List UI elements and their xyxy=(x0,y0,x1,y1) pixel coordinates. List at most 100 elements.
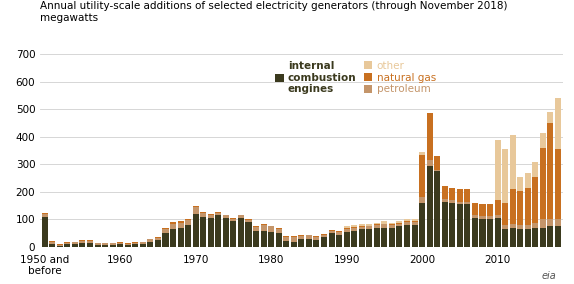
Bar xyxy=(208,218,214,247)
Bar xyxy=(42,214,48,217)
Bar xyxy=(479,216,486,220)
Bar xyxy=(540,220,546,228)
Bar xyxy=(223,215,229,218)
Bar xyxy=(291,236,297,237)
Bar xyxy=(72,242,78,244)
Bar xyxy=(487,216,493,220)
Bar xyxy=(359,227,364,229)
Bar xyxy=(79,240,86,241)
Bar xyxy=(132,243,138,244)
Bar xyxy=(525,225,531,229)
Bar xyxy=(434,170,440,171)
Bar xyxy=(283,237,289,241)
Bar xyxy=(170,224,176,229)
Bar xyxy=(87,243,93,247)
Bar xyxy=(457,202,463,204)
Bar xyxy=(102,243,108,245)
Bar xyxy=(525,188,531,225)
Bar xyxy=(464,189,471,202)
Bar xyxy=(49,244,55,247)
Bar xyxy=(472,215,478,218)
Bar xyxy=(502,229,508,247)
Bar xyxy=(374,223,380,224)
Bar xyxy=(117,243,123,244)
Bar xyxy=(328,231,335,233)
Bar xyxy=(276,229,282,233)
Bar xyxy=(404,225,410,247)
Bar xyxy=(102,245,108,247)
Bar xyxy=(117,244,123,247)
Bar xyxy=(64,243,71,244)
Text: eia: eia xyxy=(542,271,557,281)
Bar xyxy=(215,212,222,213)
Bar xyxy=(344,225,350,228)
Bar xyxy=(389,223,395,224)
Bar xyxy=(487,204,493,216)
Bar xyxy=(268,226,274,232)
Bar xyxy=(449,200,455,203)
Bar xyxy=(95,245,100,247)
Bar xyxy=(517,229,523,247)
Bar xyxy=(404,222,410,225)
Bar xyxy=(306,239,312,247)
Bar xyxy=(268,225,274,226)
Bar xyxy=(125,244,131,245)
Bar xyxy=(464,202,471,204)
Bar xyxy=(502,225,508,229)
Bar xyxy=(464,204,471,247)
Bar xyxy=(336,232,342,235)
Bar xyxy=(170,229,176,247)
Bar xyxy=(389,224,395,225)
Bar xyxy=(397,224,402,226)
Bar xyxy=(351,227,357,228)
Bar xyxy=(336,231,342,232)
Bar xyxy=(366,226,373,229)
Bar xyxy=(193,206,199,207)
Bar xyxy=(246,220,251,222)
Bar xyxy=(110,243,116,245)
Bar xyxy=(532,228,538,247)
Bar xyxy=(540,133,546,148)
Bar xyxy=(525,229,531,247)
Bar xyxy=(148,239,153,242)
Bar xyxy=(321,237,327,247)
Bar xyxy=(532,177,538,223)
Bar xyxy=(261,225,267,231)
Bar xyxy=(132,244,138,247)
Bar xyxy=(540,148,546,220)
Bar xyxy=(510,189,515,224)
Bar xyxy=(246,222,251,247)
Bar xyxy=(140,242,146,244)
Bar xyxy=(208,215,214,218)
Bar xyxy=(200,212,206,213)
Bar xyxy=(434,171,440,247)
Bar xyxy=(125,245,131,247)
Bar xyxy=(155,240,161,247)
Bar xyxy=(374,225,380,228)
Bar xyxy=(49,242,55,244)
Bar xyxy=(208,214,214,215)
Bar xyxy=(238,215,244,218)
Bar xyxy=(162,228,169,229)
Bar xyxy=(42,213,48,214)
Bar xyxy=(351,228,357,231)
Bar xyxy=(95,243,100,245)
Bar xyxy=(359,226,364,227)
Bar xyxy=(449,203,455,247)
Bar xyxy=(140,244,146,247)
Bar xyxy=(230,219,236,221)
Bar xyxy=(49,241,55,242)
Bar xyxy=(359,229,364,247)
Bar xyxy=(72,244,78,247)
Bar xyxy=(548,220,553,226)
Bar xyxy=(419,153,425,155)
Bar xyxy=(548,112,553,123)
Bar xyxy=(125,243,131,244)
Bar xyxy=(185,225,191,247)
Bar xyxy=(487,220,493,247)
Bar xyxy=(253,226,259,227)
Bar xyxy=(64,242,71,243)
Bar xyxy=(555,220,561,226)
Bar xyxy=(64,244,71,247)
Bar xyxy=(374,228,380,247)
